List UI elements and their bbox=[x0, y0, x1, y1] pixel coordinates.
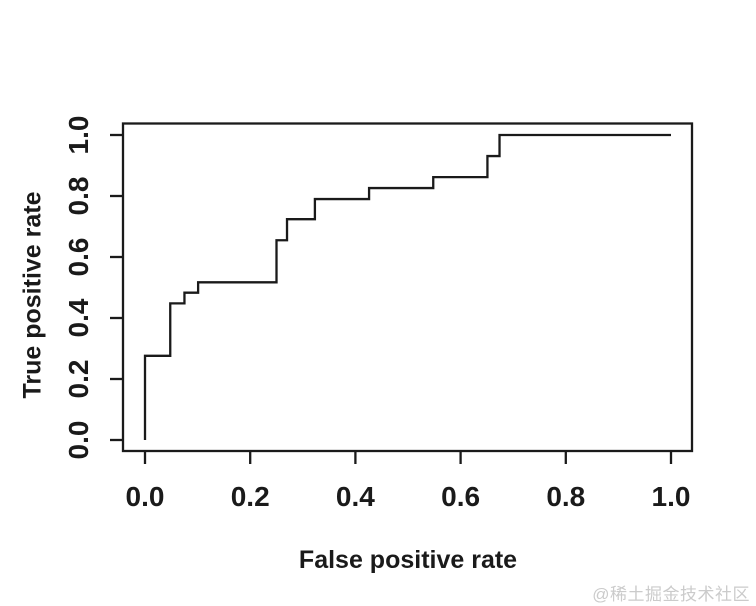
x-tick-label: 0.6 bbox=[441, 481, 480, 512]
x-tick-label: 0.2 bbox=[231, 481, 270, 512]
y-axis-title: True positive rate bbox=[18, 191, 47, 399]
roc-curve-line bbox=[143, 133, 671, 440]
y-tick-label: 0.6 bbox=[63, 238, 94, 277]
x-tick-label: 0.0 bbox=[126, 481, 165, 512]
x-tick-label: 0.8 bbox=[546, 481, 585, 512]
plot-box bbox=[121, 122, 694, 453]
watermark-text: @稀土掘金技术社区 bbox=[592, 585, 750, 604]
y-tick-label: 0.0 bbox=[63, 421, 94, 460]
y-tick-label: 0.4 bbox=[63, 298, 94, 337]
y-tick-label: 1.0 bbox=[63, 116, 94, 155]
y-tick-label: 0.2 bbox=[63, 360, 94, 399]
x-tick-label: 0.4 bbox=[336, 481, 375, 512]
x-axis-title: False positive rate bbox=[298, 546, 518, 574]
y-tick-label: 0.8 bbox=[63, 177, 94, 216]
x-tick-label: 1.0 bbox=[652, 481, 691, 512]
